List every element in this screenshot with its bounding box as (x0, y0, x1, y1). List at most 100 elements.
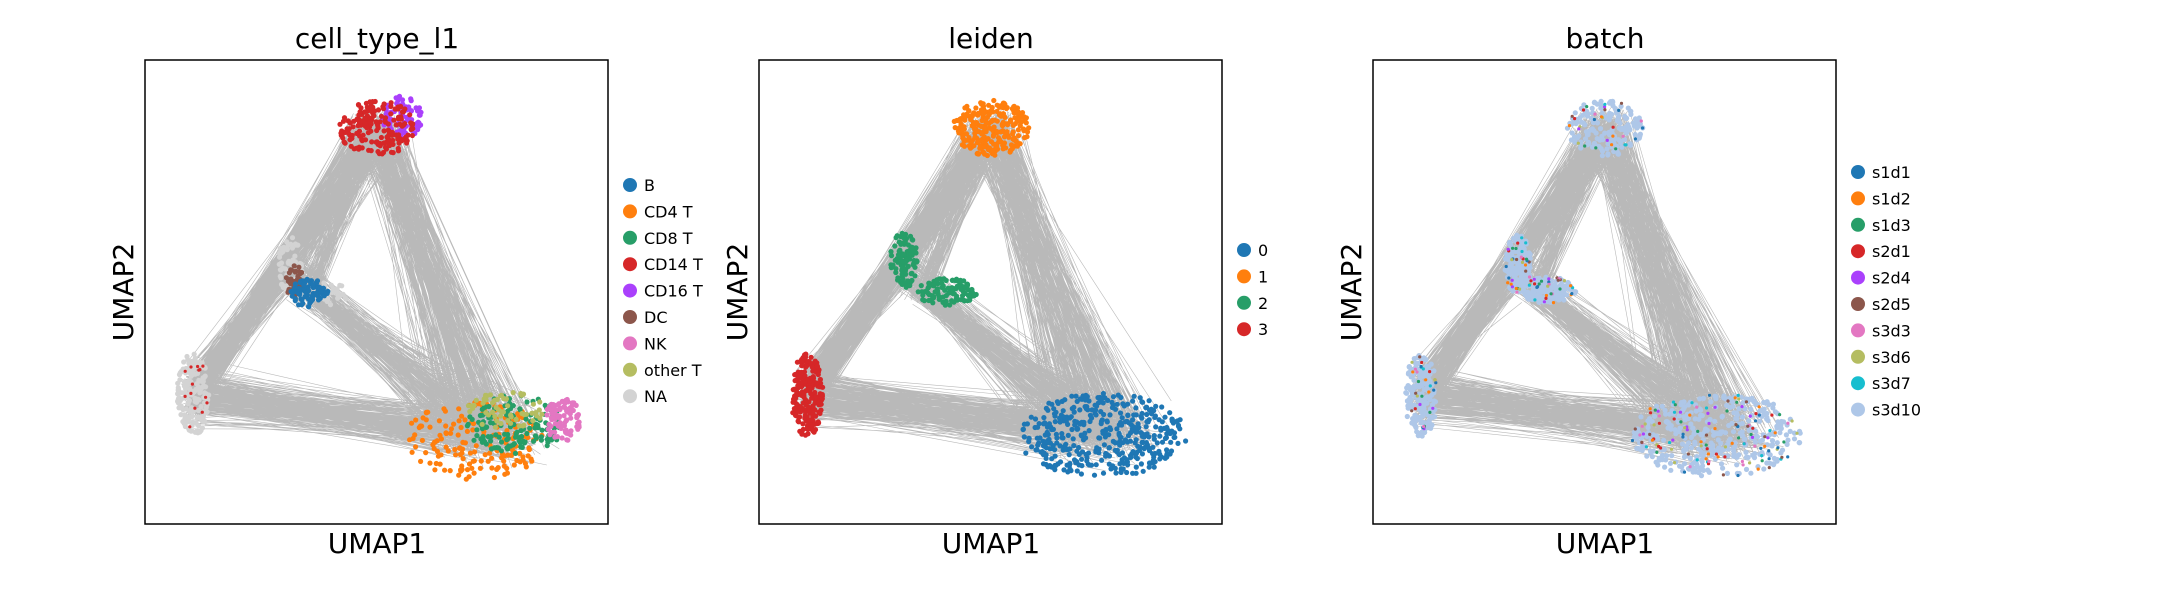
cell-point (1114, 426, 1120, 432)
cell-point (1731, 448, 1737, 454)
cell-point (1750, 435, 1755, 439)
cell-point (447, 468, 453, 474)
cell-point (1688, 465, 1692, 469)
cell-point (442, 408, 448, 414)
cell-point (1118, 419, 1124, 426)
cell-point (949, 285, 955, 291)
batch-mixed (1713, 427, 1717, 431)
cell-point (508, 414, 514, 420)
batch-mixed (1780, 455, 1784, 459)
cell-point (1057, 415, 1063, 421)
cell-point (1082, 404, 1088, 410)
cell-point (1144, 419, 1150, 425)
cell-point (1537, 282, 1541, 286)
cell-point (1431, 406, 1435, 410)
legend-item: s1d3 (1851, 216, 1911, 235)
cell-point (1787, 428, 1793, 434)
legend-marker (623, 362, 637, 377)
cell-point (1093, 462, 1099, 468)
legend-item: s2d1 (1851, 242, 1911, 261)
cell-point (1524, 257, 1529, 261)
legend-item: s3d7 (1851, 374, 1911, 393)
scatter-cd14 (183, 394, 187, 398)
cell-point (459, 467, 465, 473)
scatter-cd14 (200, 410, 204, 414)
cell-point (1628, 108, 1634, 114)
cell-point (324, 290, 330, 296)
y-axis-label: UMAP2 (721, 243, 754, 342)
cell-point (1707, 416, 1713, 423)
cell-point (185, 417, 191, 423)
cell-point (1755, 464, 1761, 470)
cell-point (1137, 395, 1143, 401)
cell-point (532, 425, 538, 431)
cell-point (1133, 454, 1139, 460)
batch-mixed (1551, 301, 1556, 305)
cell-point (912, 264, 918, 270)
cell-point (1639, 119, 1643, 123)
cell-point (1605, 138, 1609, 142)
cell-point (1539, 279, 1544, 283)
cell-point (408, 126, 414, 132)
cell-point (1638, 447, 1644, 453)
cell-point (1134, 428, 1140, 435)
batch-mixed (1570, 292, 1574, 296)
cell-point (178, 403, 184, 409)
cell-point (505, 403, 511, 409)
cell-point (407, 112, 413, 118)
cell-point (1096, 399, 1102, 405)
batch-mixed (1510, 258, 1514, 262)
legend-item: 0 (1237, 241, 1268, 260)
cell-point (1011, 104, 1017, 110)
cell-point (1431, 398, 1437, 404)
cell-point (358, 105, 364, 111)
batch-mixed (1524, 257, 1529, 261)
cell-point (310, 281, 316, 288)
cell-point (201, 364, 205, 368)
batch-mixed (1704, 406, 1709, 410)
cell-point (1691, 460, 1697, 466)
cell-point (814, 380, 820, 386)
batch-mixed (1653, 408, 1657, 412)
batch-mixed (1721, 473, 1725, 477)
cell-point (1761, 406, 1767, 412)
cell-point (499, 409, 505, 415)
scatter-cd14 (189, 365, 193, 369)
cell-point (189, 358, 195, 365)
batch-mixed (1679, 420, 1683, 424)
cell-point (1769, 442, 1776, 448)
cell-point (199, 360, 205, 366)
cell-point (386, 137, 392, 143)
cell-point (1610, 143, 1614, 147)
cell-point (488, 446, 495, 452)
cell-point (812, 358, 818, 364)
cell-point (381, 101, 387, 107)
cell-point (1414, 429, 1420, 435)
cell-point (1713, 427, 1717, 431)
batch-mixed (1527, 283, 1531, 287)
cell-point (395, 148, 402, 154)
cell-point (514, 429, 520, 435)
cell-point (982, 151, 988, 157)
cell-point (1754, 434, 1761, 440)
cell-point (1744, 400, 1748, 404)
batch-mixed (1699, 444, 1703, 448)
cell-point (1778, 413, 1782, 417)
cell-point (1568, 137, 1574, 143)
cell-point (1415, 370, 1419, 374)
cell-point (279, 281, 285, 288)
cell-point (796, 419, 802, 425)
cell-point (1422, 425, 1426, 429)
cell-point (898, 241, 904, 247)
cell-point (1412, 423, 1418, 429)
cell-point (1668, 441, 1672, 445)
cell-point (471, 470, 477, 476)
cell-point (1797, 440, 1803, 446)
batch-mixed (1424, 378, 1428, 382)
cell-point (792, 372, 798, 378)
cell-point (977, 145, 983, 151)
cell-point (959, 125, 965, 131)
cell-point (1662, 464, 1668, 470)
cell-point (1740, 459, 1744, 464)
cell-point (1560, 286, 1566, 292)
